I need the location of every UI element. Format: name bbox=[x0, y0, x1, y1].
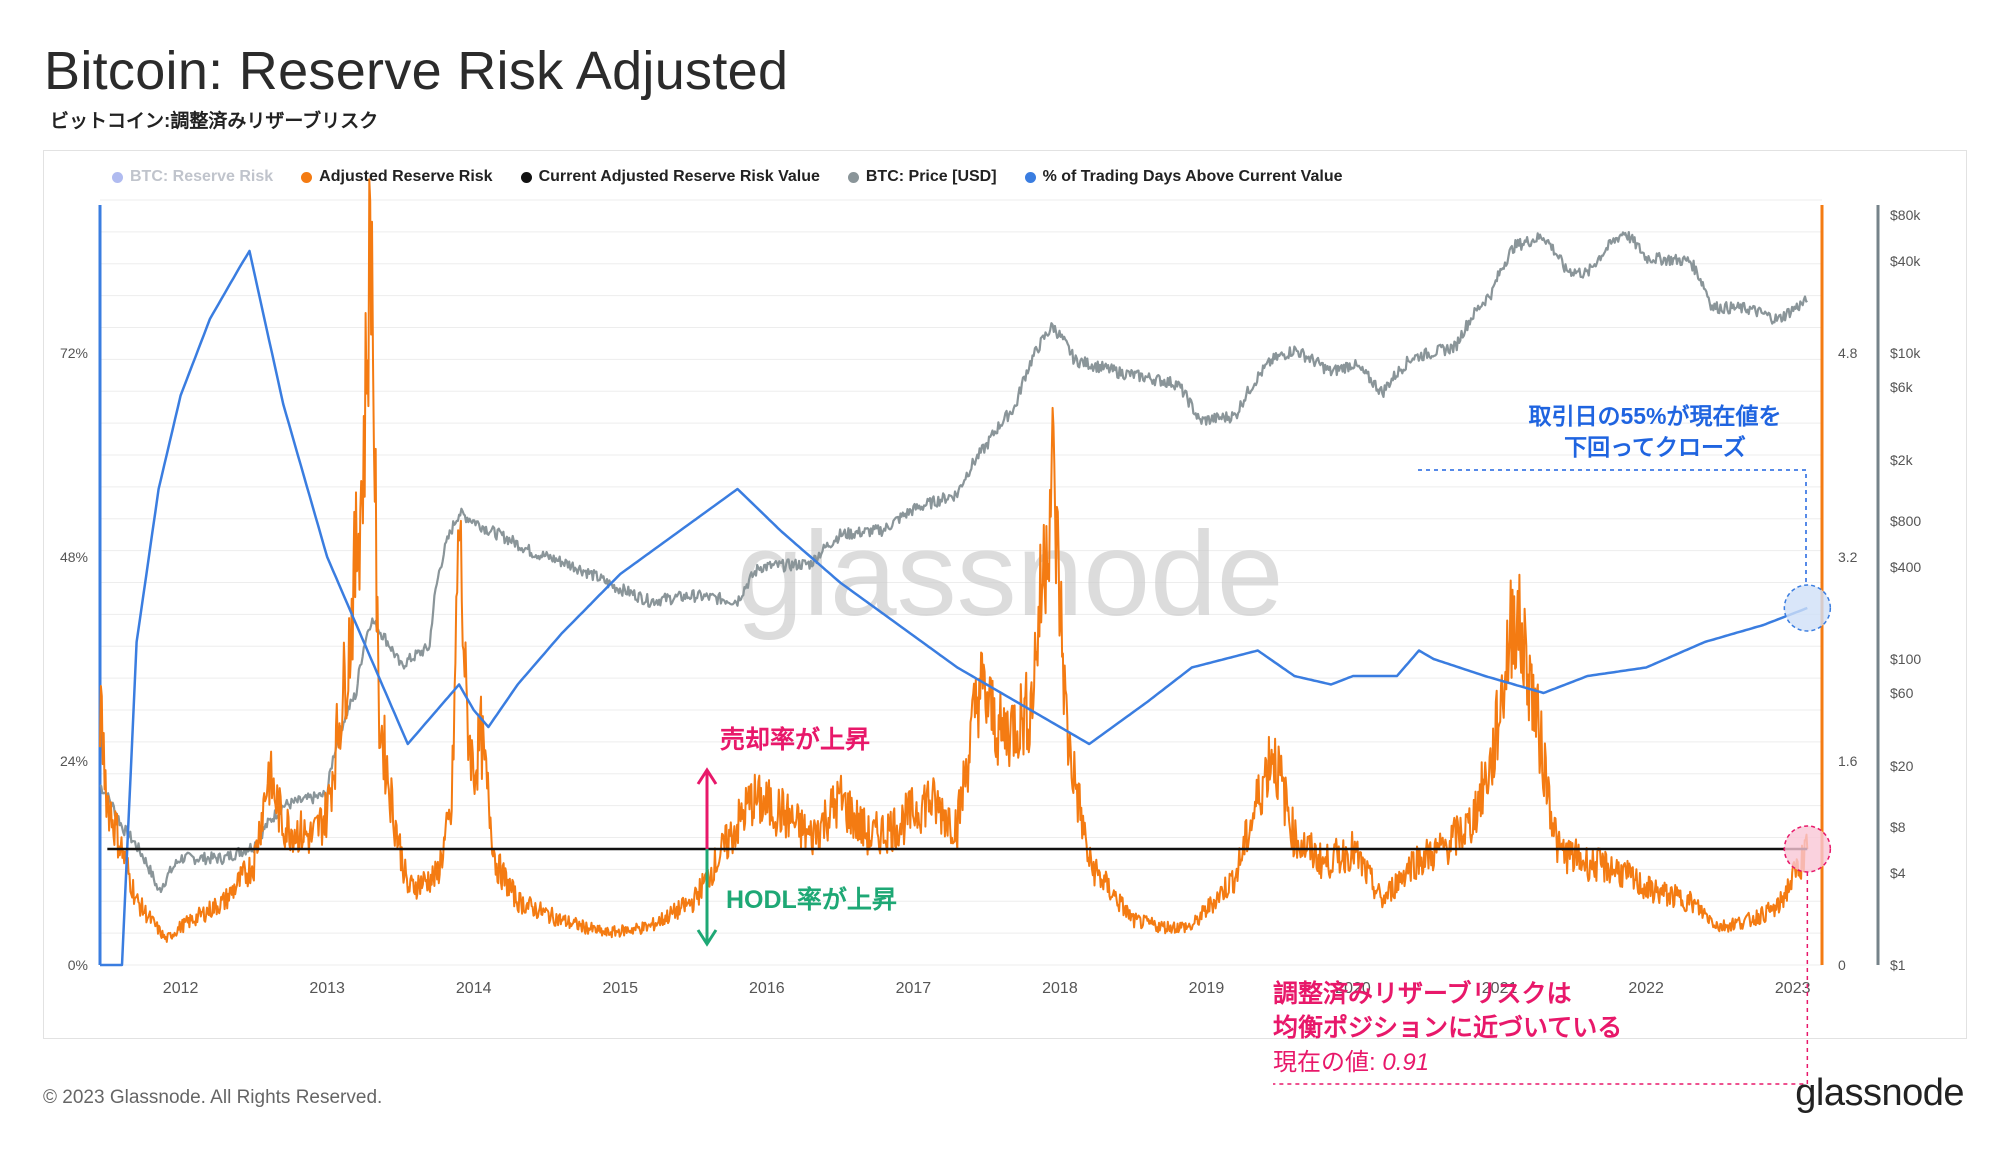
legend-dot-icon bbox=[301, 171, 313, 183]
legend-item-current-value[interactable]: Current Adjusted Reserve Risk Value bbox=[520, 168, 820, 186]
legend-dot-icon bbox=[1024, 171, 1036, 183]
equilibrium-leader bbox=[1273, 871, 1809, 1085]
x-axis-tick-label: 2014 bbox=[456, 980, 492, 997]
legend-label: Adjusted Reserve Risk bbox=[319, 168, 493, 185]
current-adjusted-marker bbox=[1783, 825, 1832, 873]
legend-item-adjusted-reserve-risk[interactable]: Adjusted Reserve Risk bbox=[301, 168, 493, 186]
page-subtitle: ビットコイン:調整済みリザーブリスク bbox=[50, 111, 379, 132]
left-axis-tick-label: 0% bbox=[68, 957, 88, 973]
price-axis-tick-label: $80k bbox=[1890, 207, 1921, 223]
legend-dot-icon bbox=[112, 171, 123, 183]
current-value-label: 現在の値: bbox=[1273, 1049, 1382, 1076]
x-axis-tick-label: 2012 bbox=[163, 980, 199, 997]
x-axis-tick-label: 2013 bbox=[309, 980, 345, 997]
x-axis-tick-label: 2021 bbox=[1482, 980, 1518, 997]
price-axis-tick-label: $800 bbox=[1890, 513, 1921, 529]
x-axis-tick-label: 2017 bbox=[896, 980, 932, 997]
grid-lines bbox=[100, 199, 1822, 966]
x-axis-tick-label: 2023 bbox=[1775, 980, 1811, 997]
legend-label: BTC: Reserve Risk bbox=[130, 168, 274, 185]
price-axis-tick-label: $400 bbox=[1890, 559, 1921, 575]
price-axis-tick-label: $100 bbox=[1890, 651, 1921, 667]
price-axis-tick-label: $40k bbox=[1890, 253, 1921, 269]
legend-item-btc-price[interactable]: BTC: Price [USD] bbox=[847, 168, 997, 186]
annotation-equilibrium-1: 調整済みリザーブリスクは bbox=[1273, 979, 1572, 1008]
price-axis-tick-label: $4 bbox=[1890, 865, 1906, 881]
annotation-pct-note-2: 下回ってクローズ bbox=[1564, 434, 1746, 460]
annotation-equilibrium-2: 均衡ポジションに近づいている bbox=[1273, 1013, 1622, 1042]
price-axis-tick-label: $60 bbox=[1890, 685, 1914, 701]
left-axis-tick-label: 72% bbox=[60, 345, 88, 361]
chart-panel bbox=[43, 150, 1967, 1039]
pct-note-leader bbox=[1418, 469, 1807, 585]
legend-label: BTC: Price [USD] bbox=[865, 168, 997, 185]
page-title: Bitcoin: Reserve Risk Adjusted bbox=[44, 41, 789, 101]
price-axis-tick-label: $1 bbox=[1890, 957, 1906, 973]
series-line-btc-price bbox=[99, 231, 1808, 894]
series-line-pct-days-above bbox=[100, 249, 1808, 967]
price-axis-tick-label: $10k bbox=[1890, 345, 1921, 361]
glassnode-logo: glassnode bbox=[1795, 1072, 1964, 1114]
annotation-selling-up: 売却率が上昇 bbox=[720, 725, 870, 754]
x-axis-tick-label: 2018 bbox=[1042, 980, 1078, 997]
x-axis-tick-label: 2020 bbox=[1335, 980, 1371, 997]
price-axis-tick-label: $8 bbox=[1890, 819, 1906, 835]
series-line-adjusted-reserve-risk bbox=[99, 178, 1809, 943]
right-risk-axis-tick-label: 1.6 bbox=[1838, 753, 1858, 769]
annotation-pct-note-1: 取引日の55%が現在値を bbox=[1528, 403, 1781, 429]
right-risk-axis-tick-label: 4.8 bbox=[1838, 345, 1858, 361]
right-risk-axis-tick-label: 0 bbox=[1838, 957, 1846, 973]
x-axis-tick-label: 2016 bbox=[749, 980, 785, 997]
copyright-footer: © 2023 Glassnode. All Rights Reserved. bbox=[43, 1087, 383, 1108]
x-axis-tick-label: 2019 bbox=[1189, 980, 1225, 997]
chart-legend: BTC: Reserve Risk Adjusted Reserve Risk … bbox=[112, 168, 1342, 186]
annotation-current-value: 現在の値: 0.91 bbox=[1273, 1049, 1429, 1076]
current-pct-marker bbox=[1783, 584, 1832, 632]
price-axis-tick-label: $6k bbox=[1890, 379, 1914, 395]
legend-item-pct-days-above[interactable]: % of Trading Days Above Current Value bbox=[1024, 168, 1343, 186]
x-axis-tick-label: 2015 bbox=[602, 980, 638, 997]
legend-label: % of Trading Days Above Current Value bbox=[1042, 168, 1343, 185]
annotation-hodl-up: HODL率が上昇 bbox=[726, 885, 897, 914]
left-axis-tick-label: 48% bbox=[60, 549, 88, 565]
x-axis-tick-label: 2022 bbox=[1628, 980, 1664, 997]
chart-watermark: glassnode bbox=[736, 507, 1283, 641]
price-axis-tick-label: $20 bbox=[1890, 758, 1914, 774]
annotations bbox=[696, 469, 1832, 1085]
right-risk-axis-tick-label: 3.2 bbox=[1838, 549, 1858, 565]
hodl-up-arrowhead bbox=[696, 929, 718, 947]
legend-label: Current Adjusted Reserve Risk Value bbox=[538, 168, 820, 185]
legend-dot-icon bbox=[520, 171, 532, 183]
selling-up-arrowhead bbox=[696, 767, 718, 785]
current-value-number: 0.91 bbox=[1382, 1049, 1429, 1076]
left-axis-tick-label: 24% bbox=[60, 753, 88, 769]
legend-item-reserve-risk[interactable]: BTC: Reserve Risk bbox=[112, 168, 273, 186]
legend-dot-icon bbox=[847, 171, 859, 183]
price-axis-tick-label: $2k bbox=[1890, 452, 1914, 468]
series-group bbox=[99, 178, 1809, 967]
